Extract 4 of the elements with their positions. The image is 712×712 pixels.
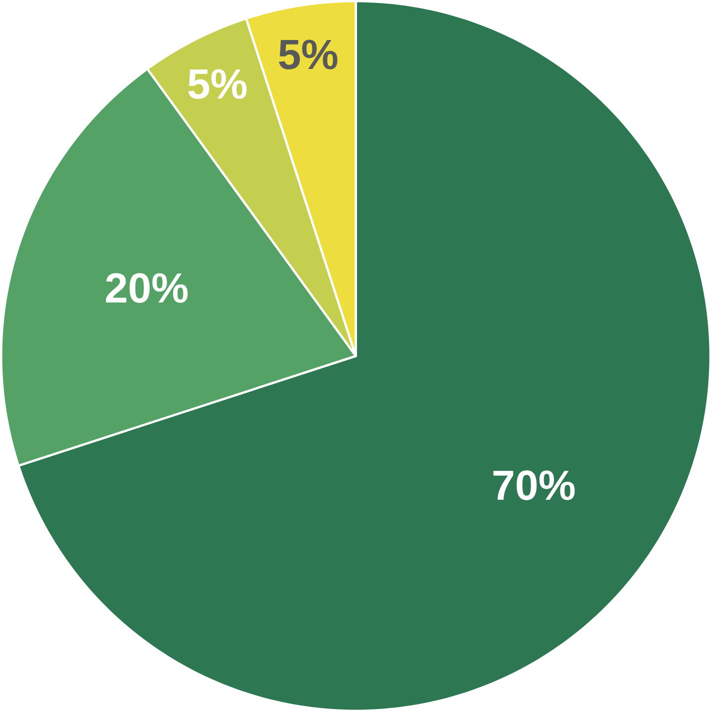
data-label: 70% [494,470,575,500]
data-label: 5% [188,69,247,99]
data-label: 20% [106,273,188,303]
data-label: 5% [279,40,338,70]
